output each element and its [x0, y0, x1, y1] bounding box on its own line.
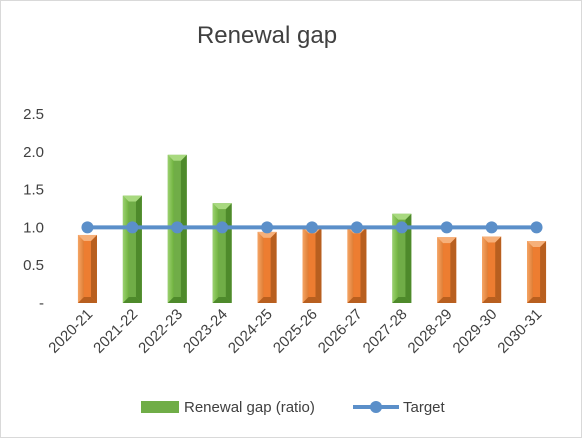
- legend-bar-label: Renewal gap (ratio): [184, 399, 315, 416]
- target-point: [350, 221, 363, 234]
- y-tick-label: 2.5: [23, 106, 44, 123]
- y-tick-label: -: [39, 295, 44, 312]
- y-tick-label: 0.5: [23, 257, 44, 274]
- x-tick-label: 2024-25: [225, 306, 276, 357]
- bar: [77, 234, 97, 303]
- x-tick-label: 2026-27: [315, 306, 366, 357]
- bar: [527, 241, 547, 303]
- bar: [122, 195, 142, 303]
- target-point: [530, 221, 543, 234]
- x-tick-label: 2029-30: [450, 306, 501, 357]
- x-tick-label: 2022-23: [135, 306, 186, 357]
- x-tick-label: 2027-28: [360, 306, 411, 357]
- x-tick-label: 2030-31: [494, 306, 545, 357]
- target-point: [126, 221, 139, 234]
- x-tick-label: 2020-21: [45, 306, 96, 357]
- bar: [257, 231, 277, 303]
- bar: [437, 237, 457, 303]
- y-tick-label: 2.0: [23, 144, 44, 161]
- bar: [302, 227, 322, 303]
- legend-target-marker: [370, 401, 382, 413]
- legend: Renewal gap (ratio) Target: [141, 399, 446, 416]
- bar: [347, 227, 367, 303]
- legend-item-target: Target: [353, 399, 446, 416]
- target-point: [306, 221, 318, 234]
- x-tick-label: 2025-26: [270, 306, 321, 357]
- y-tick-label: 1.0: [23, 219, 44, 236]
- x-tick-label: 2023-24: [180, 306, 231, 357]
- legend-item-bars: Renewal gap (ratio): [141, 399, 315, 416]
- target-point: [216, 221, 229, 234]
- bar: [482, 236, 502, 303]
- y-tick-label: 1.5: [23, 182, 44, 199]
- bar: [212, 203, 232, 303]
- target-point: [81, 221, 94, 234]
- x-tick-label: 2021-22: [90, 306, 141, 357]
- target-point: [261, 221, 274, 234]
- chart-title: Renewal gap: [197, 22, 337, 49]
- target-point: [485, 221, 498, 234]
- target-point: [395, 221, 408, 234]
- target-point: [440, 221, 453, 234]
- bar: [392, 213, 412, 303]
- x-tick-label: 2028-29: [405, 306, 456, 357]
- legend-bar-swatch: [141, 401, 179, 413]
- target-point: [171, 221, 184, 234]
- legend-target-label: Target: [403, 399, 446, 416]
